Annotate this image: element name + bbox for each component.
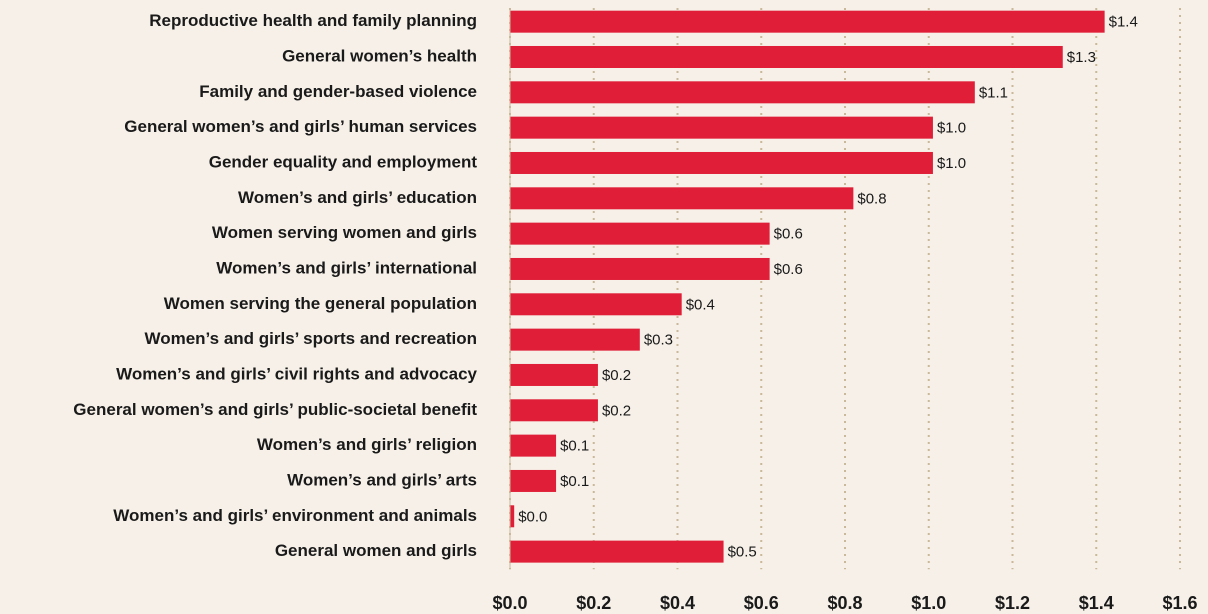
bar [510, 81, 975, 104]
bar [510, 116, 933, 139]
value-label: $1.1 [979, 84, 1008, 101]
category-label: Women’s and girls’ arts [287, 470, 477, 489]
category-label: Women’s and girls’ religion [257, 435, 477, 454]
category-label: Reproductive health and family planning [149, 11, 477, 30]
value-label: $1.3 [1067, 49, 1096, 66]
category-label: Women’s and girls’ international [216, 258, 477, 277]
category-label: Women serving women and girls [212, 223, 477, 242]
bar [510, 434, 557, 457]
value-label: $0.8 [857, 190, 886, 207]
x-tick-label: $1.6 [1162, 593, 1197, 613]
category-label: Women’s and girls’ sports and recreation [144, 329, 477, 348]
bar [510, 257, 770, 280]
bar [510, 222, 770, 245]
x-tick-label: $1.4 [1079, 593, 1114, 613]
value-label: $1.4 [1109, 14, 1138, 31]
value-label: $1.0 [937, 120, 966, 137]
category-label: General women’s health [282, 46, 477, 65]
value-label: $0.5 [728, 544, 757, 561]
bar [510, 540, 724, 563]
bar [510, 293, 682, 316]
value-label: $0.6 [774, 226, 803, 243]
x-tick-label: $0.4 [660, 593, 695, 613]
category-label: Women’s and girls’ environment and anima… [113, 506, 477, 525]
category-label: Gender equality and employment [209, 152, 478, 171]
bar [510, 363, 598, 386]
category-label: Women serving the general population [164, 294, 477, 313]
value-label: $0.2 [602, 402, 631, 419]
value-label: $1.0 [937, 155, 966, 172]
x-tick-label: $0.0 [492, 593, 527, 613]
bar [510, 505, 515, 528]
category-label: General women’s and girls’ public-societ… [73, 400, 477, 419]
category-label: General women and girls [275, 541, 477, 560]
value-label: $0.6 [774, 261, 803, 278]
x-tick-label: $0.8 [827, 593, 862, 613]
value-label: $0.4 [686, 296, 715, 313]
value-label: $0.1 [560, 438, 589, 455]
x-tick-label: $1.0 [911, 593, 946, 613]
category-label: General women’s and girls’ human service… [124, 117, 477, 136]
bar [510, 399, 598, 422]
x-tick-label: $0.6 [744, 593, 779, 613]
category-label: Family and gender-based violence [199, 82, 477, 101]
value-label: $0.2 [602, 367, 631, 384]
bar [510, 469, 557, 492]
value-label: $0.1 [560, 473, 589, 490]
bar [510, 10, 1105, 33]
value-label: $0.0 [518, 508, 547, 525]
x-tick-label: $1.2 [995, 593, 1030, 613]
category-label: Women’s and girls’ civil rights and advo… [116, 364, 477, 383]
category-label: Women’s and girls’ education [238, 188, 477, 207]
bar [510, 187, 854, 210]
bar [510, 45, 1063, 68]
bar [510, 151, 933, 174]
bar [510, 328, 640, 351]
value-label: $0.3 [644, 332, 673, 349]
x-tick-label: $0.2 [576, 593, 611, 613]
